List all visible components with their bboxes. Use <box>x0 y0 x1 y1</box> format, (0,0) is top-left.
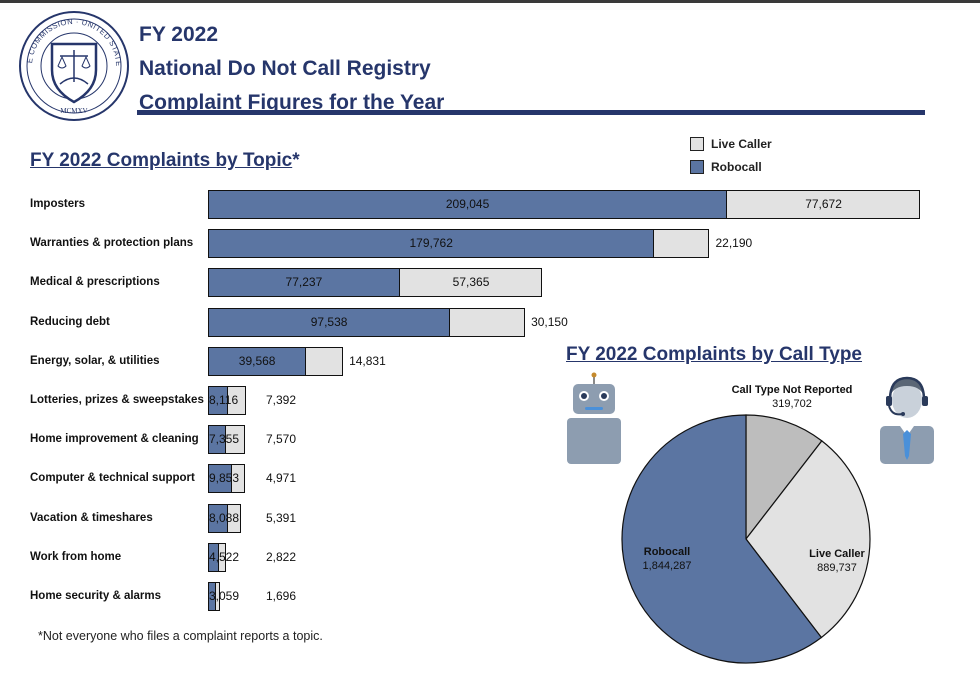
header-title: National Do Not Call Registry <box>139 57 431 80</box>
header-year: FY 2022 <box>139 23 219 46</box>
category-label-lotteries-prizes-sweepstakes: Lotteries, prizes & sweepstakes <box>30 394 204 406</box>
topics-title-text: FY 2022 Complaints by Topic <box>30 150 293 171</box>
bar-live-caller-reducing-debt <box>449 307 526 337</box>
value-label-live-caller-computer-technical-support: 4,971 <box>266 471 297 486</box>
category-label-warranties-protection-plans: Warranties & protection plans <box>30 237 194 250</box>
call-type-pie-chart <box>621 414 871 664</box>
bar-live-caller-home-security-alarms <box>214 582 220 611</box>
category-label-reducing-debt: Reducing debt <box>30 315 110 328</box>
value-label-robocall-home-security-alarms: 3,059 <box>209 589 240 603</box>
bar-live-caller-energy-solar-utilities <box>305 346 344 376</box>
value-label-robocall-medical-prescriptions: 77,237 <box>285 275 323 290</box>
legend-swatch-robocall <box>690 159 704 174</box>
topics-title-mark: * <box>292 150 300 171</box>
value-label-robocall-vacation-timeshares: 8,088 <box>209 510 240 525</box>
header-subtitle: Complaint Figures for the Year <box>139 91 445 114</box>
pie-label-not-reported: Call Type Not Reported 319,702 <box>722 383 862 411</box>
category-label-work-from-home: Work from home <box>30 550 122 563</box>
value-label-live-caller-energy-solar-utilities: 14,831 <box>349 353 386 368</box>
topics-chart-title: FY 2022 Complaints by Topic* <box>30 150 300 172</box>
bar-live-caller-imposters <box>726 190 920 219</box>
bar-live-caller-lotteries-prizes-sweepstakes <box>227 386 247 415</box>
call-type-chart-title: FY 2022 Complaints by Call Type <box>566 344 863 365</box>
category-label-home-security-alarms: Home security & alarms <box>30 590 162 602</box>
bar-robocall-reducing-debt <box>208 307 451 337</box>
bar-live-caller-warranties-protection-plans <box>653 229 710 259</box>
pie-label-live-caller-value: 889,737 <box>817 562 857 574</box>
value-label-live-caller-home-security-alarms: 1,696 <box>266 589 297 603</box>
ftc-seal: FEDERAL TRADE COMMISSION · UNITED STATES… <box>18 10 129 121</box>
legend-item-robocall: Robocall <box>690 155 772 178</box>
value-label-live-caller-vacation-timeshares: 5,391 <box>266 510 297 525</box>
value-label-live-caller-reducing-debt: 30,150 <box>531 314 568 329</box>
pie-label-robocall-value: 1,844,287 <box>642 560 692 572</box>
bar-live-caller-computer-technical-support <box>231 464 245 494</box>
value-label-robocall-warranties-protection-plans: 179,762 <box>409 236 453 251</box>
value-label-robocall-home-improvement-cleaning: 7,355 <box>209 432 240 447</box>
category-label-medical-prescriptions: Medical & prescriptions <box>30 276 160 289</box>
pie-label-live-caller-name: Live Caller <box>809 548 865 560</box>
bar-live-caller-medical-prescriptions <box>398 268 543 298</box>
header-rule <box>137 110 925 115</box>
robot-icon <box>567 372 621 464</box>
pie-label-not-reported-value: 319,702 <box>772 398 812 410</box>
pie-slice-live-caller <box>745 440 871 639</box>
value-label-robocall-energy-solar-utilities: 39,568 <box>238 353 276 368</box>
legend-label-live-caller: Live Caller <box>711 136 772 151</box>
value-label-robocall-computer-technical-support: 9,853 <box>209 471 240 486</box>
legend-swatch-live-caller <box>690 136 704 151</box>
value-label-live-caller-imposters: 77,672 <box>805 197 842 211</box>
legend-item-live-caller: Live Caller <box>690 132 772 155</box>
category-label-imposters: Imposters <box>30 198 85 210</box>
bar-robocall-computer-technical-support <box>208 464 233 494</box>
pie-slice-not-reported <box>745 414 823 541</box>
legend-label-robocall: Robocall <box>711 159 762 174</box>
pie-label-robocall: Robocall 1,844,287 <box>622 545 712 573</box>
category-label-home-improvement-cleaning: Home improvement & cleaning <box>30 433 199 446</box>
value-label-live-caller-warranties-protection-plans: 22,190 <box>715 236 753 251</box>
category-label-computer-technical-support: Computer & technical support <box>30 472 195 485</box>
bar-robocall-imposters <box>208 190 728 219</box>
value-label-live-caller-medical-prescriptions: 57,365 <box>452 275 490 290</box>
seal-year: MCMXV <box>60 107 87 115</box>
pie-label-robocall-name: Robocall <box>643 546 691 558</box>
bar-live-caller-vacation-timeshares <box>227 503 242 533</box>
call-center-agent-icon <box>880 376 934 464</box>
bar-live-caller-work-from-home <box>218 542 227 572</box>
footnote: *Not everyone who files a complaint repo… <box>38 629 323 643</box>
chart-legend: Live Caller Robocall <box>690 132 772 178</box>
value-label-live-caller-work-from-home: 2,822 <box>266 549 297 564</box>
pie-label-not-reported-name: Call Type Not Reported <box>731 384 853 396</box>
category-label-energy-solar-utilities: Energy, solar, & utilities <box>30 354 160 367</box>
bar-robocall-energy-solar-utilities <box>208 346 307 376</box>
bar-live-caller-home-improvement-cleaning <box>225 425 246 455</box>
value-label-robocall-imposters: 209,045 <box>445 197 490 211</box>
pie-slice-robocall <box>621 414 823 664</box>
value-label-live-caller-home-improvement-cleaning: 7,570 <box>266 432 297 447</box>
value-label-robocall-work-from-home: 4,522 <box>209 549 240 564</box>
value-label-robocall-reducing-debt: 97,538 <box>310 314 348 329</box>
bar-robocall-warranties-protection-plans <box>208 229 655 259</box>
pie-label-live-caller: Live Caller 889,737 <box>792 547 882 575</box>
value-label-live-caller-lotteries-prizes-sweepstakes: 7,392 <box>266 393 297 407</box>
category-label-vacation-timeshares: Vacation & timeshares <box>30 511 153 524</box>
page-header: FY 2022 National Do Not Call Registry Co… <box>139 18 444 120</box>
value-label-robocall-lotteries-prizes-sweepstakes: 8,116 <box>209 393 239 407</box>
top-border <box>0 0 980 3</box>
